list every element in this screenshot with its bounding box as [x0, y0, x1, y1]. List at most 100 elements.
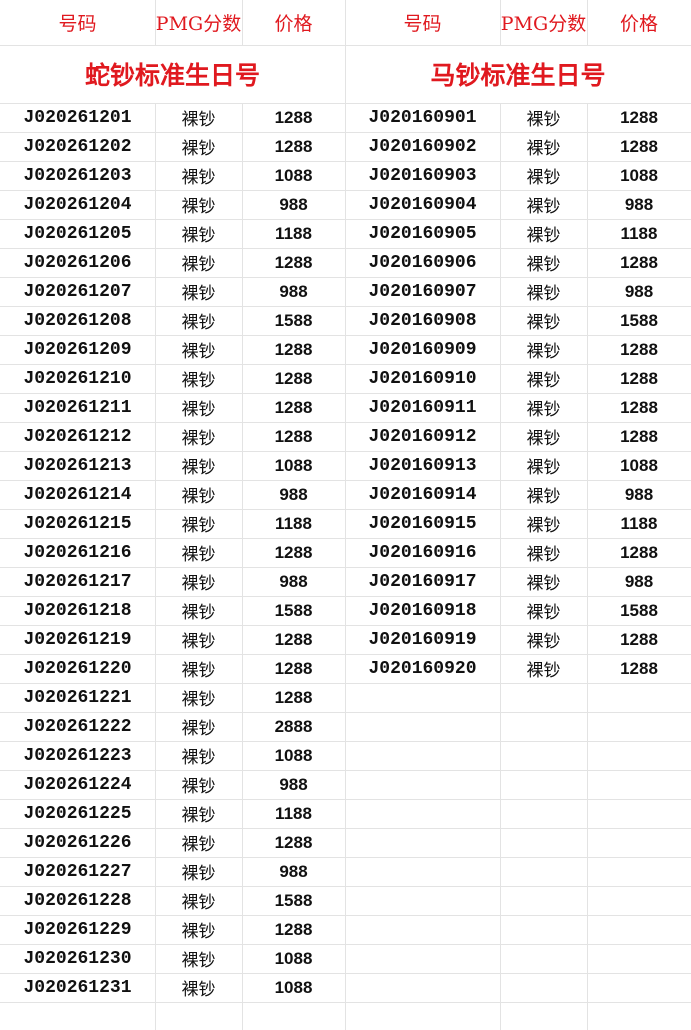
- serial-number: J020160901: [368, 107, 477, 128]
- serial-number: J020261223: [23, 745, 132, 766]
- serial-number: J020261226: [23, 832, 132, 853]
- grade: 裸钞: [181, 371, 216, 391]
- price: 1288: [620, 426, 658, 446]
- price: 988: [279, 774, 308, 794]
- grade: 裸钞: [181, 429, 216, 449]
- serial-number: J020160915: [368, 513, 477, 534]
- grade: 裸钞: [181, 806, 216, 826]
- serial-number: J020160912: [368, 426, 477, 447]
- grade: 裸钞: [181, 661, 216, 681]
- serial-number: J020261201: [23, 107, 132, 128]
- price: 1288: [274, 629, 313, 649]
- grade: 裸钞: [526, 284, 561, 304]
- price: 1288: [274, 919, 313, 939]
- price: 1288: [274, 687, 313, 707]
- price: 1188: [620, 513, 658, 533]
- grid-line: [500, 0, 501, 45]
- grade: 裸钞: [526, 661, 561, 681]
- price: 2888: [274, 716, 313, 736]
- price: 1288: [620, 542, 658, 562]
- section-title: 蛇钞标准生日号: [84, 61, 260, 90]
- grade: 裸钞: [526, 226, 561, 246]
- serial-number: J020160904: [368, 194, 477, 215]
- grade: 裸钞: [181, 342, 216, 362]
- serial-number: J020160914: [368, 484, 477, 505]
- column-header: 号码: [403, 13, 442, 35]
- price: 988: [279, 861, 308, 881]
- grade: 裸钞: [526, 632, 561, 652]
- serial-number: J020160902: [368, 136, 477, 157]
- grade: 裸钞: [526, 197, 561, 217]
- serial-number: J020160906: [368, 252, 477, 273]
- serial-number: J020160916: [368, 542, 477, 563]
- serial-number: J020261203: [23, 165, 132, 186]
- grade: 裸钞: [526, 574, 561, 594]
- grade: 裸钞: [526, 110, 561, 130]
- price: 1088: [274, 745, 313, 765]
- serial-number: J020261204: [23, 194, 132, 215]
- grade: 裸钞: [526, 255, 561, 275]
- price: 1288: [274, 542, 313, 562]
- grid-line: [155, 0, 156, 45]
- serial-number: J020261213: [23, 455, 132, 476]
- serial-number: J020160908: [368, 310, 477, 331]
- column-header: PMG分数: [155, 13, 242, 35]
- price: 1088: [620, 455, 658, 475]
- price: 1288: [620, 107, 658, 127]
- serial-number: J020261231: [23, 977, 132, 998]
- serial-number: J020261207: [23, 281, 132, 302]
- price: 1288: [620, 339, 658, 359]
- serial-number: J020261230: [23, 948, 132, 969]
- price: 988: [279, 281, 308, 301]
- column-header: PMG分数: [500, 13, 587, 35]
- grid-line: [155, 103, 156, 1030]
- price: 1288: [274, 107, 313, 127]
- serial-number: J020160909: [368, 339, 477, 360]
- price: 1088: [274, 977, 313, 997]
- grade: 裸钞: [181, 632, 216, 652]
- serial-number: J020160920: [368, 658, 477, 679]
- serial-number: J020261212: [23, 426, 132, 447]
- serial-number: J020261228: [23, 890, 132, 911]
- price: 988: [624, 194, 654, 214]
- grade: 裸钞: [181, 545, 216, 565]
- grade: 裸钞: [526, 342, 561, 362]
- grade: 裸钞: [181, 110, 216, 130]
- section-title: 马钞标准生日号: [430, 61, 606, 90]
- grade: 裸钞: [181, 980, 216, 1000]
- serial-number: J020261211: [23, 397, 132, 418]
- serial-number: J020261217: [23, 571, 132, 592]
- grid-line: [242, 103, 243, 1030]
- price: 1588: [620, 600, 658, 620]
- price: 1288: [620, 629, 658, 649]
- serial-number: J020261222: [23, 716, 132, 737]
- serial-number: J020261209: [23, 339, 132, 360]
- serial-number: J020160910: [368, 368, 477, 389]
- serial-number: J020160913: [368, 455, 477, 476]
- grid-line: [345, 0, 346, 1030]
- grid-line: [500, 103, 501, 1030]
- grade: 裸钞: [181, 574, 216, 594]
- price: 988: [279, 571, 308, 591]
- grade: 裸钞: [526, 139, 561, 159]
- serial-number: J020261206: [23, 252, 132, 273]
- price: 1088: [274, 948, 313, 968]
- serial-number: J020261227: [23, 861, 132, 882]
- serial-number: J020261214: [23, 484, 132, 505]
- grade: 裸钞: [181, 458, 216, 478]
- grade: 裸钞: [526, 429, 561, 449]
- serial-number: J020261221: [23, 687, 132, 708]
- price: 988: [279, 194, 308, 214]
- price: 1188: [620, 223, 658, 243]
- price: 1588: [620, 310, 658, 330]
- grade: 裸钞: [526, 371, 561, 391]
- grade: 裸钞: [181, 313, 216, 333]
- grade: 裸钞: [181, 893, 216, 913]
- column-header: 价格: [619, 13, 658, 35]
- price: 988: [624, 571, 654, 591]
- grade: 裸钞: [181, 719, 216, 739]
- grade: 裸钞: [181, 922, 216, 942]
- price: 1088: [274, 165, 313, 185]
- price: 1288: [620, 397, 658, 417]
